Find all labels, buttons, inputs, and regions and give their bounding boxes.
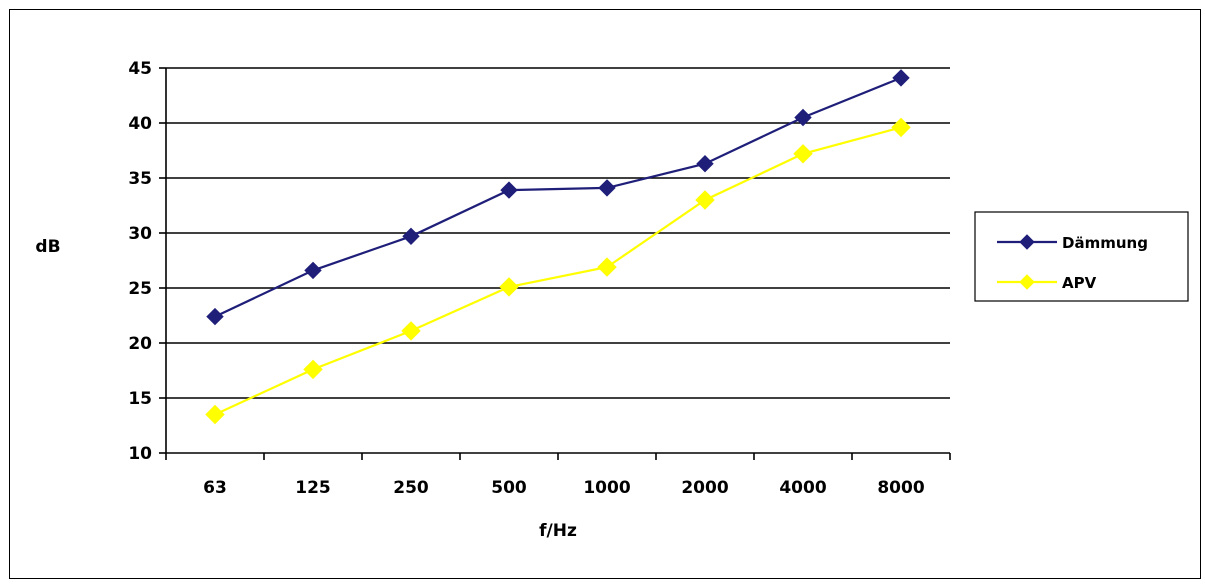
axis-layer: 10 15 20 25 30 35 40 45 63 125 250 500 1000 2000 4000 8… — [128, 59, 951, 498]
legend-label-1: APV — [1062, 274, 1097, 292]
data-point — [598, 179, 616, 197]
x-axis-title: f/Hz — [539, 521, 577, 541]
data-point — [597, 257, 617, 277]
data-point — [695, 190, 715, 210]
data-point — [793, 144, 813, 164]
y-tick-label: 15 — [128, 389, 152, 409]
y-tick-label: 45 — [128, 59, 152, 79]
y-tick-label: 20 — [128, 334, 152, 354]
grid-layer — [166, 67, 950, 399]
data-point — [206, 307, 224, 326]
legend: Dämmung APV — [974, 211, 1189, 302]
series-line-1 — [214, 126, 902, 416]
y-tick-label: 35 — [128, 169, 152, 189]
data-point — [891, 117, 911, 138]
legend-box — [974, 211, 1189, 302]
data-point — [402, 227, 420, 246]
legend-marker-0 — [1019, 234, 1035, 250]
data-point — [304, 261, 322, 280]
y-tick-label: 30 — [128, 224, 152, 244]
series-layer — [205, 69, 911, 425]
x-tick-label: 125 — [295, 478, 331, 498]
data-point — [499, 277, 519, 297]
legend-marker-1 — [1019, 274, 1035, 290]
x-tick-label: 4000 — [779, 478, 826, 498]
x-tick-label: 8000 — [877, 478, 924, 498]
data-point — [205, 404, 225, 425]
data-point — [303, 359, 323, 380]
x-tick-label: 250 — [393, 478, 429, 498]
x-tick-label: 63 — [203, 478, 227, 498]
x-tick-label: 1000 — [583, 478, 630, 498]
data-point — [892, 69, 910, 87]
data-point — [401, 321, 421, 341]
x-tick-label: 2000 — [681, 478, 728, 498]
series-line-0 — [214, 76, 902, 318]
data-point — [696, 154, 714, 173]
data-point — [794, 108, 812, 127]
legend-label-0: Dämmung — [1062, 234, 1148, 252]
y-tick-label: 10 — [128, 444, 152, 464]
legend-items: Dämmung APV — [997, 234, 1148, 292]
y-axis-title: dB — [35, 237, 60, 257]
y-tick-label: 25 — [128, 279, 152, 299]
data-point — [500, 181, 518, 199]
y-tick-label: 40 — [128, 114, 152, 134]
x-tick-label: 500 — [491, 478, 527, 498]
